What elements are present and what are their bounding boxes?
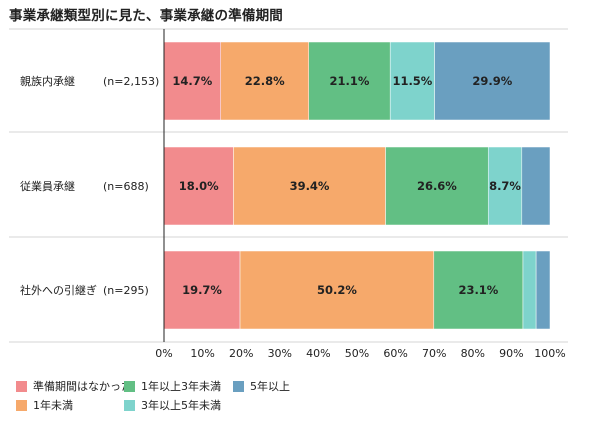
legend-label: 5年以上 (250, 380, 290, 393)
data-label: 11.5% (392, 74, 432, 88)
data-label: 19.7% (182, 283, 222, 297)
category-count: (n=2,153) (103, 75, 159, 88)
legend-item: 1年以上3年未満 (124, 378, 221, 394)
x-tick-label: 20% (229, 347, 253, 360)
data-label: 22.8% (245, 74, 285, 88)
bar-segment (163, 41, 221, 121)
x-tick-label: 40% (306, 347, 330, 360)
x-tick-label: 70% (422, 347, 446, 360)
bar-segment (385, 146, 489, 226)
category-count: (n=295) (103, 284, 149, 297)
bar-segment (239, 250, 435, 330)
x-tick-label: 80% (461, 347, 485, 360)
x-tick-label: 100% (534, 347, 565, 360)
bar-segment (433, 250, 524, 330)
bar-segment (389, 41, 435, 121)
legend-item: 1年未満 (16, 397, 73, 413)
category-label: 社外への引継ぎ (20, 283, 97, 297)
category-count: (n=688) (103, 180, 149, 193)
data-label: 39.4% (290, 179, 330, 193)
legend-label: 1年未満 (33, 399, 73, 412)
x-tick-label: 90% (499, 347, 523, 360)
x-tick-label: 50% (345, 347, 369, 360)
bar-segment (220, 41, 310, 121)
x-tick-label: 60% (383, 347, 407, 360)
category-label: 親族内承継 (20, 74, 75, 88)
legend-swatch (124, 380, 135, 392)
data-label: 18.0% (179, 179, 219, 193)
bar-segment (487, 146, 523, 226)
data-label: 8.7% (489, 179, 521, 193)
data-label: 26.6% (417, 179, 457, 193)
legend-item: 準備期間はなかった (16, 378, 132, 394)
bar-segment (522, 250, 537, 330)
x-tick-label: 0% (155, 347, 172, 360)
bar-segment (535, 250, 551, 330)
data-label: 23.1% (458, 283, 498, 297)
legend-swatch (124, 399, 135, 411)
bar-segment (521, 146, 551, 226)
data-label: 50.2% (317, 283, 357, 297)
legend-item: 3年以上5年未満 (124, 397, 221, 413)
x-tick-label: 10% (190, 347, 214, 360)
bar-segment (434, 41, 551, 121)
data-label: 14.7% (172, 74, 212, 88)
bar-segment (233, 146, 386, 226)
data-label: 21.1% (330, 74, 370, 88)
bar-segment (163, 250, 241, 330)
legend-label: 1年以上3年未満 (141, 380, 221, 393)
legend-swatch (16, 380, 27, 392)
legend-label: 3年以上5年未満 (141, 399, 221, 412)
bar-segment (308, 41, 391, 121)
legend-swatch (233, 380, 244, 392)
x-tick-label: 30% (268, 347, 292, 360)
legend-item: 5年以上 (233, 378, 290, 394)
legend-label: 準備期間はなかった (33, 380, 132, 393)
chart-title: 事業承継類型別に見た、事業承継の準備期間 (9, 8, 283, 24)
category-label: 従業員承継 (20, 179, 75, 193)
legend-swatch (16, 399, 27, 411)
data-label: 29.9% (472, 74, 512, 88)
